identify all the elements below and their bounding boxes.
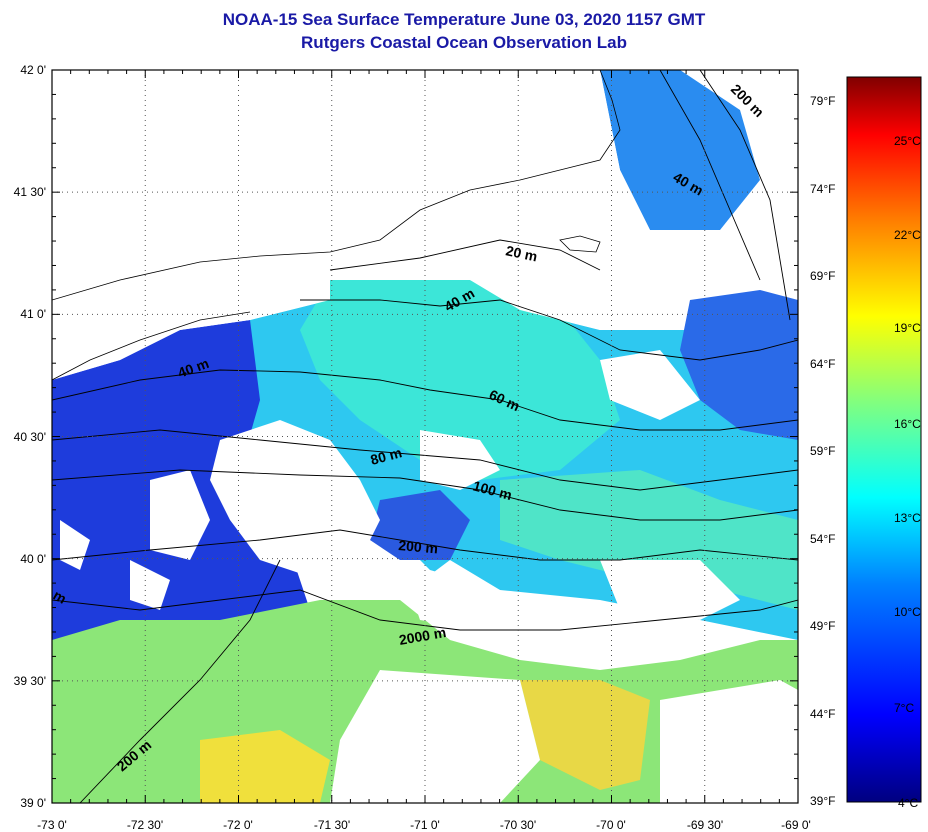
coastline xyxy=(52,70,621,301)
sst-aqua-region-2 xyxy=(500,470,798,610)
lon-label: -71 0' xyxy=(410,818,440,832)
sst-cool-region xyxy=(600,70,760,230)
colorbar-label: 7°C xyxy=(894,701,914,715)
coastline-2 xyxy=(52,311,251,381)
cloud-mask xyxy=(52,70,798,803)
lon-label: -72 0' xyxy=(223,818,253,832)
fahrenheit-label: 49°F xyxy=(810,619,835,633)
colorbar-label: 19°C xyxy=(894,321,921,335)
colorbar-labels: 25°C 22°C 19°C 16°C 13°C 10°C 7°C 4°C xyxy=(894,134,921,810)
fahrenheit-label: 69°F xyxy=(810,269,835,283)
island xyxy=(559,235,601,253)
lat-label: 41 30' xyxy=(14,185,46,199)
map-title: NOAA-15 Sea Surface Temperature June 03,… xyxy=(222,10,706,29)
sst-yellow-region-2 xyxy=(520,680,650,790)
graticule xyxy=(52,70,798,803)
colorbar-label: 13°C xyxy=(894,511,921,525)
sst-yellow-region xyxy=(200,730,330,803)
fahrenheit-label: 74°F xyxy=(810,182,835,196)
colorbar-label: 16°C xyxy=(894,417,921,431)
contour-label: 200 m xyxy=(398,537,439,556)
map-ticks xyxy=(51,69,799,804)
fahrenheit-label: 54°F xyxy=(810,532,835,546)
colorbar-label: 25°C xyxy=(894,134,921,148)
lat-label: 40 0' xyxy=(20,552,46,566)
fahrenheit-labels: 79°F 74°F 69°F 64°F 59°F 54°F 49°F 44°F … xyxy=(810,94,835,808)
contour-label: 80 m xyxy=(369,444,404,468)
longitude-labels: -73 0' -72 30' -72 0' -71 30' -71 0' -70… xyxy=(37,818,811,832)
lon-label: -73 0' xyxy=(37,818,67,832)
lat-label: 40 30' xyxy=(14,430,46,444)
lon-label: -70 30' xyxy=(500,818,536,832)
lon-label: -69 30' xyxy=(687,818,723,832)
sst-aqua-region xyxy=(300,280,620,480)
colorbar-label: 4°C xyxy=(898,796,918,810)
fahrenheit-label: 59°F xyxy=(810,444,835,458)
colorbar-label: 22°C xyxy=(894,228,921,242)
lat-label: 39 0' xyxy=(20,796,46,810)
lat-label: 39 30' xyxy=(14,674,46,688)
fahrenheit-label: 44°F xyxy=(810,707,835,721)
fahrenheit-label: 64°F xyxy=(810,357,835,371)
map-subtitle: Rutgers Coastal Ocean Observation Lab xyxy=(301,33,627,52)
lon-label: -71 30' xyxy=(314,818,350,832)
lon-label: -72 30' xyxy=(127,818,163,832)
lon-label: -70 0' xyxy=(596,818,626,832)
contour-label: 20 m xyxy=(504,242,539,264)
sst-cold-region-3 xyxy=(680,290,798,440)
lon-label: -69 0' xyxy=(781,818,811,832)
fahrenheit-label: 79°F xyxy=(810,94,835,108)
sst-cold-region-2 xyxy=(370,490,470,560)
sst-field xyxy=(52,70,798,803)
colorbar-label: 10°C xyxy=(894,605,921,619)
lat-label: 41 0' xyxy=(20,307,46,321)
bathymetry-contours xyxy=(52,70,798,803)
lat-label: 42 0' xyxy=(20,63,46,77)
fahrenheit-label: 39°F xyxy=(810,794,835,808)
latitude-labels: 42 0' 41 30' 41 0' 40 30' 40 0' 39 30' 3… xyxy=(14,63,46,810)
colorbar xyxy=(846,76,922,803)
